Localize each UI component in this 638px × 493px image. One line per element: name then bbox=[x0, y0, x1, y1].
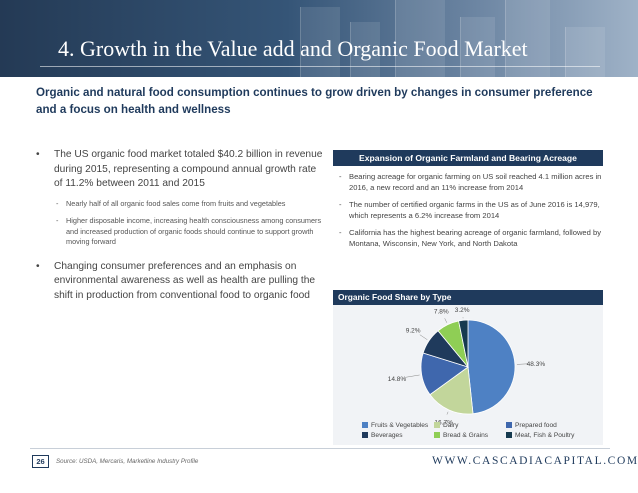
legend-item: Fruits & Vegetables bbox=[362, 422, 428, 429]
source-note: Source: USDA, Mercaris, Marketline Indus… bbox=[56, 458, 199, 465]
expansion-item-text: Bearing acreage for organic farming on U… bbox=[349, 172, 602, 192]
legend-item: Meat, Fish & Poultry bbox=[506, 432, 574, 439]
subheading: Organic and natural food consumption con… bbox=[36, 86, 593, 116]
legend-swatch bbox=[362, 422, 368, 428]
pie-slice bbox=[429, 366, 474, 415]
legend-item: Bread & Grains bbox=[434, 432, 488, 439]
bullet-preferences: • Changing consumer preferences and an e… bbox=[36, 260, 326, 304]
dash-icon: - bbox=[339, 200, 342, 210]
legend-label: Dairy bbox=[443, 422, 459, 429]
building-graphic bbox=[460, 17, 495, 77]
slice-label: 16.7% bbox=[434, 419, 453, 426]
left-bullets: • The US organic food market totaled $40… bbox=[36, 148, 326, 303]
leader-line bbox=[516, 363, 528, 365]
leader-line bbox=[419, 334, 428, 340]
bullet-text: Changing consumer preferences and an emp… bbox=[54, 260, 316, 301]
legend-item: Dairy bbox=[434, 422, 458, 429]
chart-title: Organic Food Share by Type bbox=[333, 290, 603, 305]
building-graphic bbox=[565, 27, 605, 77]
legend-swatch bbox=[506, 422, 512, 428]
legend-item: Beverages bbox=[362, 432, 403, 439]
expansion-item: - California has the highest bearing acr… bbox=[336, 228, 604, 249]
expansion-item: - Bearing acreage for organic farming on… bbox=[336, 172, 604, 193]
website-url: WWW.CASCADIACAPITAL.COM bbox=[432, 455, 638, 467]
leader-line bbox=[404, 374, 420, 378]
bullet-text: The US organic food market totaled $40.2… bbox=[54, 149, 323, 189]
expansion-item-text: The number of certified organic farms in… bbox=[349, 200, 600, 220]
legend-label: Bread & Grains bbox=[443, 432, 489, 439]
legend-swatch bbox=[434, 432, 440, 438]
footer-divider bbox=[30, 448, 610, 449]
building-graphic bbox=[505, 0, 550, 77]
expansion-list: - Bearing acreage for organic farming on… bbox=[336, 172, 604, 257]
sub-bullet: - Higher disposable income, increasing h… bbox=[36, 216, 326, 248]
leader-line bbox=[446, 411, 449, 415]
building-graphic bbox=[395, 0, 445, 77]
slice-label: 14.8% bbox=[388, 376, 407, 383]
sub-bullet-text: Higher disposable income, increasing hea… bbox=[66, 216, 322, 246]
page-number: 26 bbox=[32, 455, 49, 468]
legend-label: Meat, Fish & Poultry bbox=[515, 432, 575, 439]
legend-label: Prepared food bbox=[515, 422, 557, 429]
slice-label: 7.8% bbox=[434, 309, 449, 316]
title-banner: 4. Growth in the Value add and Organic F… bbox=[0, 0, 638, 77]
bullet-dot-icon: • bbox=[36, 149, 40, 160]
legend-swatch bbox=[506, 432, 512, 438]
dash-icon: - bbox=[56, 216, 59, 225]
building-graphic bbox=[350, 22, 380, 77]
sub-bullet-text: Nearly half of all organic food sales co… bbox=[66, 198, 286, 208]
dash-icon: - bbox=[56, 198, 59, 208]
slice-label: 48.3% bbox=[527, 361, 546, 368]
legend-item: Prepared food bbox=[506, 422, 557, 429]
pie-slice bbox=[467, 319, 516, 415]
expansion-header: Expansion of Organic Farmland and Bearin… bbox=[333, 150, 603, 166]
slice-label: 9.2% bbox=[406, 328, 421, 335]
bullet-market-size: • The US organic food market totaled $40… bbox=[36, 148, 326, 192]
leader-line bbox=[444, 318, 448, 323]
expansion-item-text: California has the highest bearing acrea… bbox=[349, 228, 602, 248]
pie-chart: 48.3% 16.7% 14.8% 9.2% 7.8% 3.2% bbox=[388, 307, 546, 427]
bullet-dot-icon: • bbox=[36, 260, 40, 272]
legend-label: Beverages bbox=[371, 432, 403, 439]
title-rule bbox=[40, 66, 600, 67]
legend-swatch bbox=[362, 432, 368, 438]
page-title: 4. Growth in the Value add and Organic F… bbox=[58, 36, 528, 61]
dash-icon: - bbox=[339, 172, 342, 181]
legend-label: Fruits & Vegetables bbox=[371, 422, 429, 429]
legend-swatch bbox=[434, 422, 440, 428]
building-graphic bbox=[300, 7, 340, 77]
slice-label: 3.2% bbox=[455, 307, 470, 314]
dash-icon: - bbox=[339, 228, 342, 238]
expansion-item: - The number of certified organic farms … bbox=[336, 200, 604, 221]
sub-bullet: - Nearly half of all organic food sales … bbox=[36, 199, 326, 210]
pie-slice bbox=[458, 319, 469, 368]
